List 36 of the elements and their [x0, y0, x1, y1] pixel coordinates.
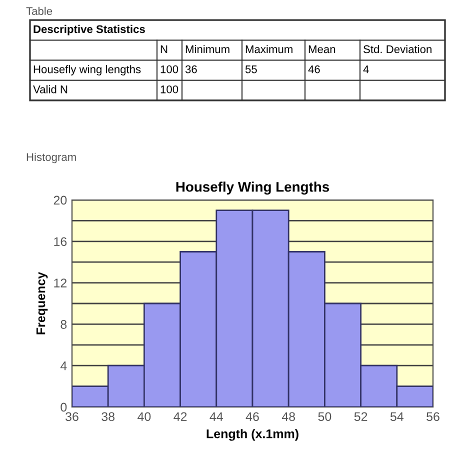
- x-tick-label: 38: [102, 412, 115, 422]
- y-tick-label: 0: [60, 402, 67, 412]
- x-tick-label: 36: [66, 412, 78, 422]
- category-label: N: [160, 45, 168, 54]
- chart-title: Housefly Wing Lengths: [176, 182, 330, 195]
- x-tick-label: 42: [174, 412, 187, 421]
- category-label: Maximum: [246, 45, 292, 54]
- category-label: Valid N: [33, 85, 68, 94]
- category-label: Std. Deviation: [364, 45, 432, 54]
- x-tick-label: 56: [426, 412, 440, 422]
- y-tick-label: 16: [54, 237, 67, 246]
- text: Descriptive Statistics: [34, 24, 145, 36]
- x-tick-label: 54: [390, 412, 404, 422]
- x-tick-label: 48: [282, 412, 296, 422]
- x-axis-title: Length (x.1mm): [206, 429, 298, 441]
- x-tick-label: 40: [138, 412, 151, 422]
- y-tick-label: 4: [60, 362, 67, 370]
- x-tick-label: 50: [318, 412, 332, 422]
- text: 36: [185, 65, 197, 74]
- y-tick-label: 8: [60, 320, 67, 329]
- x-tick-label: 52: [354, 412, 368, 422]
- category-label: Mean: [308, 45, 336, 54]
- text: 4: [363, 65, 369, 74]
- category-label: Minimum: [186, 45, 230, 54]
- text: Table: [26, 6, 52, 16]
- text: 100: [160, 85, 178, 94]
- y-axis-title: Frequency: [36, 272, 48, 334]
- text: 100: [160, 65, 178, 74]
- x-tick-label: 46: [246, 412, 259, 422]
- category-label: Housefly wing lengths: [34, 65, 141, 76]
- y-tick-label: 12: [54, 278, 67, 288]
- y-tick-label: 20: [54, 196, 67, 205]
- text: 46: [308, 65, 320, 74]
- text: Histogram: [26, 152, 76, 164]
- x-tick-label: 44: [210, 412, 223, 421]
- text: 55: [245, 65, 257, 74]
